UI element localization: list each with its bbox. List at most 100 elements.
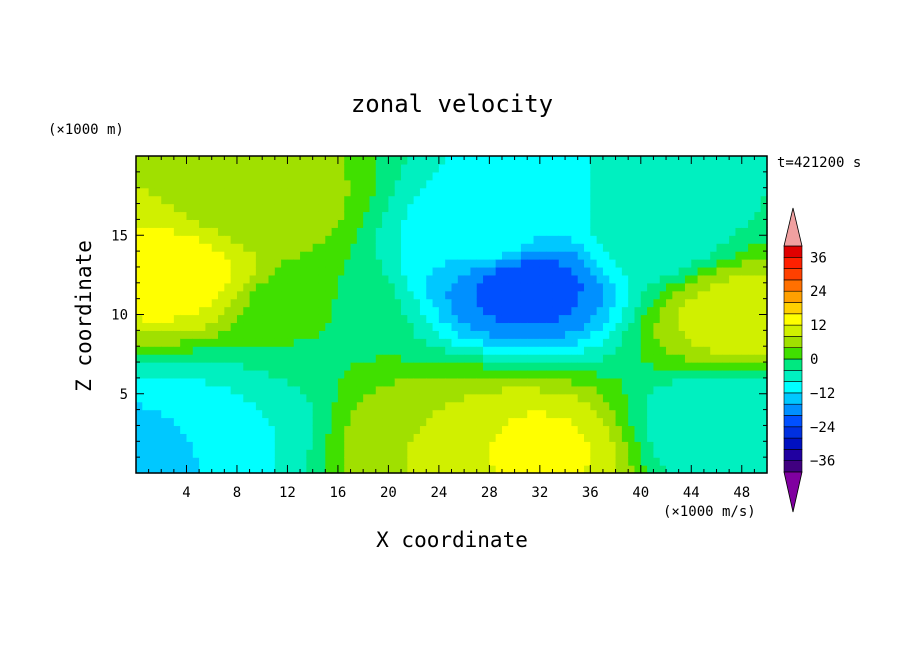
field-cell (243, 163, 251, 173)
field-cell (501, 417, 509, 427)
field-cell (527, 417, 535, 427)
field-cell (382, 290, 389, 300)
field-cell (300, 441, 307, 450)
field-cell (211, 171, 219, 181)
field-cell (527, 163, 535, 173)
field-cell (457, 377, 465, 387)
field-cell (748, 425, 755, 434)
field-cell (703, 417, 711, 427)
field-cell (255, 219, 263, 228)
field-cell (161, 163, 169, 173)
field-cell (615, 385, 623, 395)
field-cell (666, 187, 673, 197)
field-cell (394, 306, 402, 316)
field-cell (344, 156, 352, 165)
field-cell (388, 354, 396, 363)
field-cell (640, 362, 648, 371)
field-cell (678, 433, 686, 442)
field-cell (621, 274, 629, 284)
field-cell (571, 219, 579, 228)
field-cell (710, 425, 718, 434)
field-cell (710, 274, 718, 284)
field-cell (571, 354, 579, 363)
field-cell (382, 409, 389, 419)
field-cell (653, 433, 661, 442)
field-cell (558, 203, 566, 213)
field-cell (615, 330, 623, 339)
field-cell (274, 227, 282, 236)
field-cell (527, 314, 535, 324)
field-cell (697, 195, 705, 205)
field-cell (628, 346, 636, 355)
field-cell (136, 290, 143, 300)
field-cell (571, 203, 579, 213)
field-cell (438, 171, 446, 181)
field-cell (224, 243, 232, 252)
field-cell (287, 449, 295, 458)
field-cell (350, 354, 358, 363)
field-cell (584, 259, 591, 268)
field-cell (615, 449, 623, 458)
field-cell (703, 211, 711, 220)
field-cell (539, 306, 547, 316)
field-cell (167, 449, 175, 458)
field-cell (584, 338, 591, 347)
field-cell (476, 401, 484, 411)
field-cell (312, 385, 320, 395)
y-tick-label: 10 (111, 308, 128, 324)
field-cell (495, 187, 503, 197)
field-cell (136, 338, 143, 347)
field-cell (312, 401, 320, 411)
field-cell (438, 314, 446, 324)
field-cell (211, 401, 219, 411)
field-cell (148, 385, 156, 395)
field-cell (287, 298, 295, 308)
field-cell (666, 362, 673, 371)
field-cell (697, 425, 705, 434)
field-cell (464, 282, 472, 292)
field-cell (527, 290, 535, 300)
field-cell (697, 156, 705, 165)
field-cell (369, 377, 377, 387)
field-cell (584, 211, 591, 220)
field-cell (350, 163, 358, 173)
field-cell (628, 330, 636, 339)
field-cell (432, 354, 440, 363)
field-cell (331, 322, 339, 331)
field-cell (394, 314, 402, 324)
field-cell (602, 163, 610, 173)
field-cell (678, 425, 686, 434)
field-cell (483, 377, 490, 387)
field-cell (350, 179, 358, 189)
field-cell (136, 385, 143, 395)
field-cell (375, 179, 383, 189)
field-cell (281, 251, 289, 260)
field-cell (640, 401, 648, 411)
field-cell (407, 393, 415, 403)
field-cell (199, 393, 207, 403)
field-cell (754, 369, 762, 379)
field-cell (729, 322, 737, 331)
field-cell (754, 354, 762, 363)
field-cell (609, 417, 617, 427)
field-cell (300, 251, 307, 260)
field-cell (628, 425, 636, 434)
field-cell (451, 433, 459, 442)
field-cell (180, 314, 188, 324)
field-cell (470, 195, 478, 205)
field-cell (653, 362, 661, 371)
field-cell (394, 227, 402, 236)
field-cell (628, 354, 636, 363)
field-cell (199, 259, 207, 268)
field-cell (375, 235, 383, 244)
field-cell (445, 441, 453, 450)
field-cell (464, 266, 472, 276)
field-cell (306, 235, 314, 244)
field-cell (426, 377, 434, 387)
field-cell (571, 409, 579, 419)
field-cell (293, 290, 301, 300)
field-cell (407, 433, 415, 442)
field-cell (413, 259, 421, 268)
field-cell (508, 251, 516, 260)
field-cell (445, 211, 453, 220)
